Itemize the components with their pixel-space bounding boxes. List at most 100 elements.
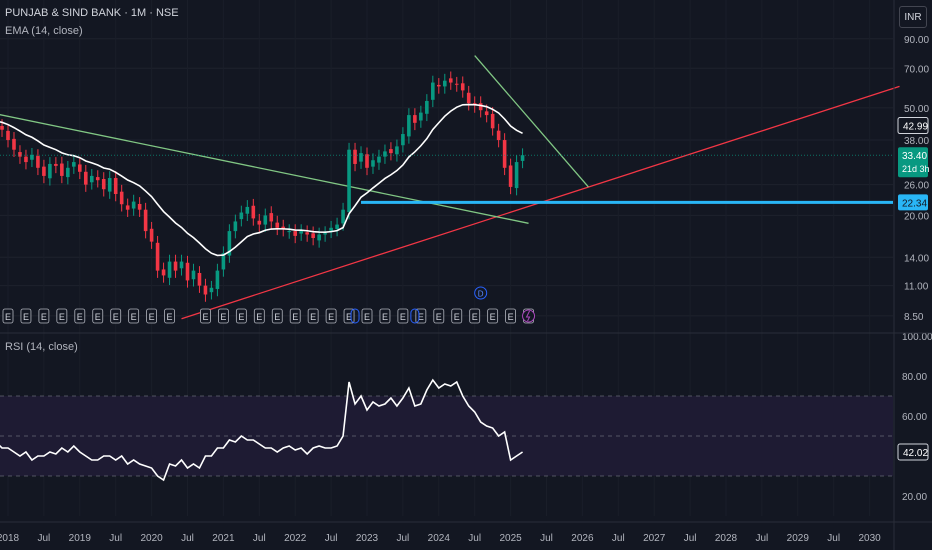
candle[interactable] [353, 149, 357, 164]
candle[interactable] [30, 154, 34, 160]
candle[interactable] [131, 201, 136, 209]
candle[interactable] [419, 112, 423, 121]
candle[interactable] [161, 269, 166, 276]
rsi-legend[interactable]: RSI (14, close) [5, 341, 78, 353]
earnings-marker[interactable] [164, 308, 175, 324]
candle[interactable] [395, 146, 399, 155]
candle[interactable] [359, 153, 363, 162]
candle[interactable] [478, 103, 483, 111]
symbol-title[interactable]: PUNJAB & SIND BANK · 1M · NSE [5, 7, 179, 19]
candle[interactable] [281, 226, 286, 230]
candle[interactable] [137, 203, 142, 210]
candle[interactable] [54, 163, 58, 166]
earnings-marker[interactable] [469, 308, 481, 324]
candle[interactable] [125, 205, 130, 210]
earnings-marker[interactable] [92, 308, 104, 324]
candle[interactable] [167, 261, 172, 278]
earnings-marker[interactable] [325, 308, 337, 324]
candle[interactable] [149, 228, 154, 242]
candle[interactable] [209, 287, 214, 293]
candle[interactable] [508, 165, 513, 187]
candle[interactable] [48, 163, 52, 179]
candle[interactable] [448, 78, 453, 83]
earnings-marker[interactable] [2, 308, 14, 324]
candle[interactable] [335, 224, 339, 229]
candle[interactable] [24, 156, 28, 163]
candle[interactable] [365, 154, 369, 168]
candle[interactable] [263, 215, 268, 225]
candle[interactable] [341, 209, 345, 224]
candle[interactable] [18, 152, 22, 157]
candle[interactable] [287, 231, 292, 233]
earnings-marker[interactable] [56, 308, 68, 324]
candle[interactable] [215, 270, 220, 289]
earnings-marker[interactable] [487, 308, 499, 324]
candle[interactable] [442, 80, 447, 87]
candle[interactable] [437, 84, 441, 87]
candle[interactable] [143, 209, 148, 232]
candle[interactable] [383, 151, 387, 157]
candle[interactable] [36, 156, 40, 168]
candle[interactable] [371, 160, 375, 167]
candle[interactable] [179, 261, 184, 269]
earnings-marker[interactable] [128, 308, 140, 324]
candle[interactable] [311, 233, 315, 239]
earnings-marker[interactable] [433, 308, 445, 324]
candle[interactable] [72, 162, 76, 167]
candle[interactable] [101, 179, 106, 190]
upcoming-event-icon[interactable] [522, 309, 536, 323]
candle[interactable] [275, 222, 280, 228]
candle[interactable] [89, 175, 94, 183]
candle[interactable] [431, 82, 435, 100]
candle[interactable] [454, 83, 459, 85]
candle[interactable] [239, 212, 244, 220]
candle[interactable] [502, 140, 507, 168]
candle[interactable] [377, 156, 381, 163]
earnings-marker[interactable] [271, 308, 283, 324]
candle[interactable] [514, 162, 519, 189]
earnings-marker[interactable] [289, 308, 301, 324]
candle[interactable] [407, 115, 411, 137]
candle[interactable] [42, 166, 46, 176]
earnings-marker[interactable] [451, 308, 463, 324]
candle[interactable] [484, 111, 489, 116]
earnings-marker[interactable] [217, 308, 229, 324]
candle[interactable] [185, 262, 190, 281]
candle[interactable] [83, 171, 88, 185]
earnings-marker[interactable] [253, 308, 265, 324]
candle[interactable] [389, 149, 393, 154]
candle[interactable] [413, 115, 417, 123]
dividend-marker[interactable] [474, 286, 488, 300]
earnings-marker[interactable] [235, 308, 247, 324]
candle[interactable] [269, 213, 274, 222]
candle[interactable] [66, 167, 70, 178]
candle[interactable] [95, 177, 100, 181]
earnings-marker[interactable] [397, 308, 409, 324]
candle[interactable] [299, 231, 303, 234]
candle[interactable] [496, 130, 501, 141]
candle[interactable] [12, 138, 16, 150]
event-markers[interactable]: EEEEEEEEEEEEEEEEEEEEEEEEEEEEEED [0, 286, 536, 324]
candle[interactable] [191, 270, 196, 280]
candle[interactable] [6, 130, 10, 141]
candle[interactable] [113, 178, 118, 195]
candle[interactable] [329, 227, 333, 231]
candle[interactable] [425, 100, 429, 114]
candle[interactable] [490, 113, 495, 129]
earnings-marker[interactable] [110, 308, 122, 324]
split-marker[interactable] [350, 308, 360, 324]
candle[interactable] [233, 221, 238, 232]
currency-button[interactable]: INR [899, 6, 927, 28]
candle[interactable] [119, 191, 124, 205]
candle[interactable] [401, 134, 405, 146]
earnings-marker[interactable] [505, 308, 517, 324]
split-marker[interactable] [410, 308, 420, 324]
earnings-marker[interactable] [38, 308, 50, 324]
candle[interactable] [227, 231, 232, 256]
candle[interactable] [173, 261, 178, 271]
candle[interactable] [293, 231, 297, 236]
candle[interactable] [221, 253, 226, 270]
candle[interactable] [203, 285, 208, 295]
candle[interactable] [0, 125, 4, 130]
